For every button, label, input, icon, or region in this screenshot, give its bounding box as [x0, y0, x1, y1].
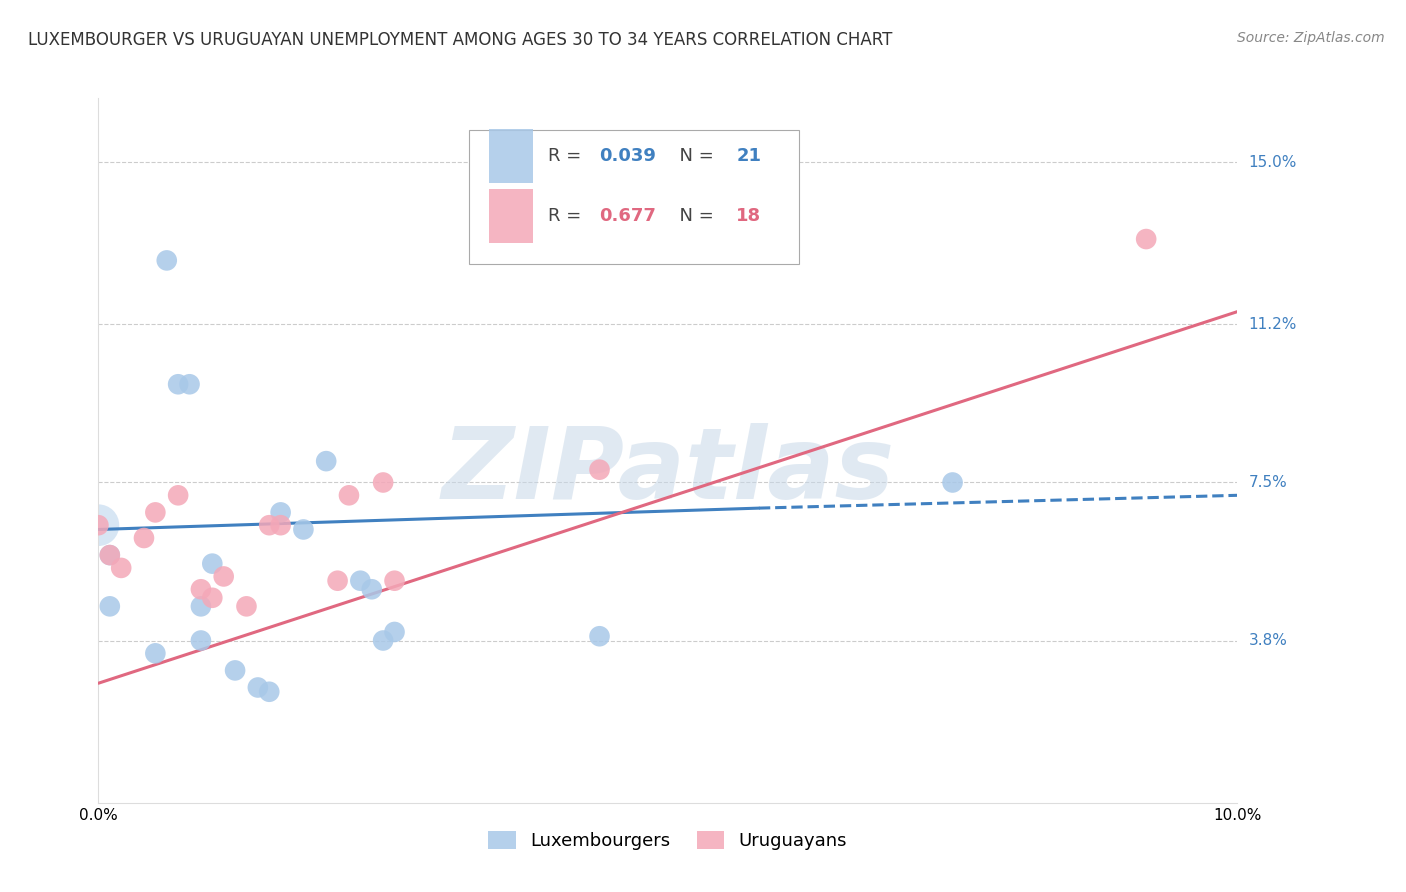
Point: [87, 518, 110, 533]
Point: [588, 463, 610, 477]
Text: LUXEMBOURGER VS URUGUAYAN UNEMPLOYMENT AMONG AGES 30 TO 34 YEARS CORRELATION CHA: LUXEMBOURGER VS URUGUAYAN UNEMPLOYMENT A…: [28, 31, 893, 49]
Text: 11.2%: 11.2%: [1249, 317, 1296, 332]
Text: 0.039: 0.039: [599, 147, 657, 165]
Point: [145, 646, 167, 660]
FancyBboxPatch shape: [489, 189, 533, 243]
Point: [259, 518, 281, 533]
Point: [167, 377, 190, 392]
Point: [110, 561, 132, 575]
Point: [235, 599, 257, 614]
Point: [360, 582, 382, 597]
Point: [315, 454, 337, 468]
FancyBboxPatch shape: [468, 130, 799, 264]
Text: Source: ZipAtlas.com: Source: ZipAtlas.com: [1237, 31, 1385, 45]
Point: [224, 664, 246, 678]
Point: [292, 523, 315, 537]
Point: [201, 591, 224, 605]
Point: [190, 582, 212, 597]
Point: [270, 518, 292, 533]
Point: [190, 633, 212, 648]
Point: [98, 548, 121, 562]
Point: [337, 488, 360, 502]
Point: [373, 475, 395, 490]
Point: [201, 557, 224, 571]
Text: 15.0%: 15.0%: [1249, 154, 1296, 169]
Text: 21: 21: [737, 147, 761, 165]
Point: [132, 531, 155, 545]
Text: N =: N =: [668, 207, 720, 225]
Point: [212, 569, 235, 583]
Point: [373, 633, 395, 648]
Text: 0.677: 0.677: [599, 207, 657, 225]
Text: R =: R =: [548, 207, 588, 225]
Point: [167, 488, 190, 502]
Point: [1135, 232, 1157, 246]
Point: [190, 599, 212, 614]
Point: [179, 377, 201, 392]
Point: [156, 253, 179, 268]
Text: 18: 18: [737, 207, 761, 225]
Point: [259, 685, 281, 699]
Text: 7.5%: 7.5%: [1249, 475, 1286, 490]
Legend: Luxembourgers, Uruguayans: Luxembourgers, Uruguayans: [481, 823, 855, 857]
Point: [270, 505, 292, 519]
Text: ZIPatlas: ZIPatlas: [441, 423, 894, 520]
Text: N =: N =: [668, 147, 720, 165]
Point: [87, 518, 110, 533]
Text: R =: R =: [548, 147, 588, 165]
Point: [588, 629, 610, 643]
Text: 3.8%: 3.8%: [1249, 633, 1288, 648]
Point: [384, 624, 406, 639]
Point: [326, 574, 349, 588]
Point: [98, 548, 121, 562]
Point: [246, 681, 269, 695]
Point: [942, 475, 965, 490]
Point: [384, 574, 406, 588]
Point: [145, 505, 167, 519]
Point: [349, 574, 371, 588]
Point: [98, 599, 121, 614]
FancyBboxPatch shape: [489, 129, 533, 183]
